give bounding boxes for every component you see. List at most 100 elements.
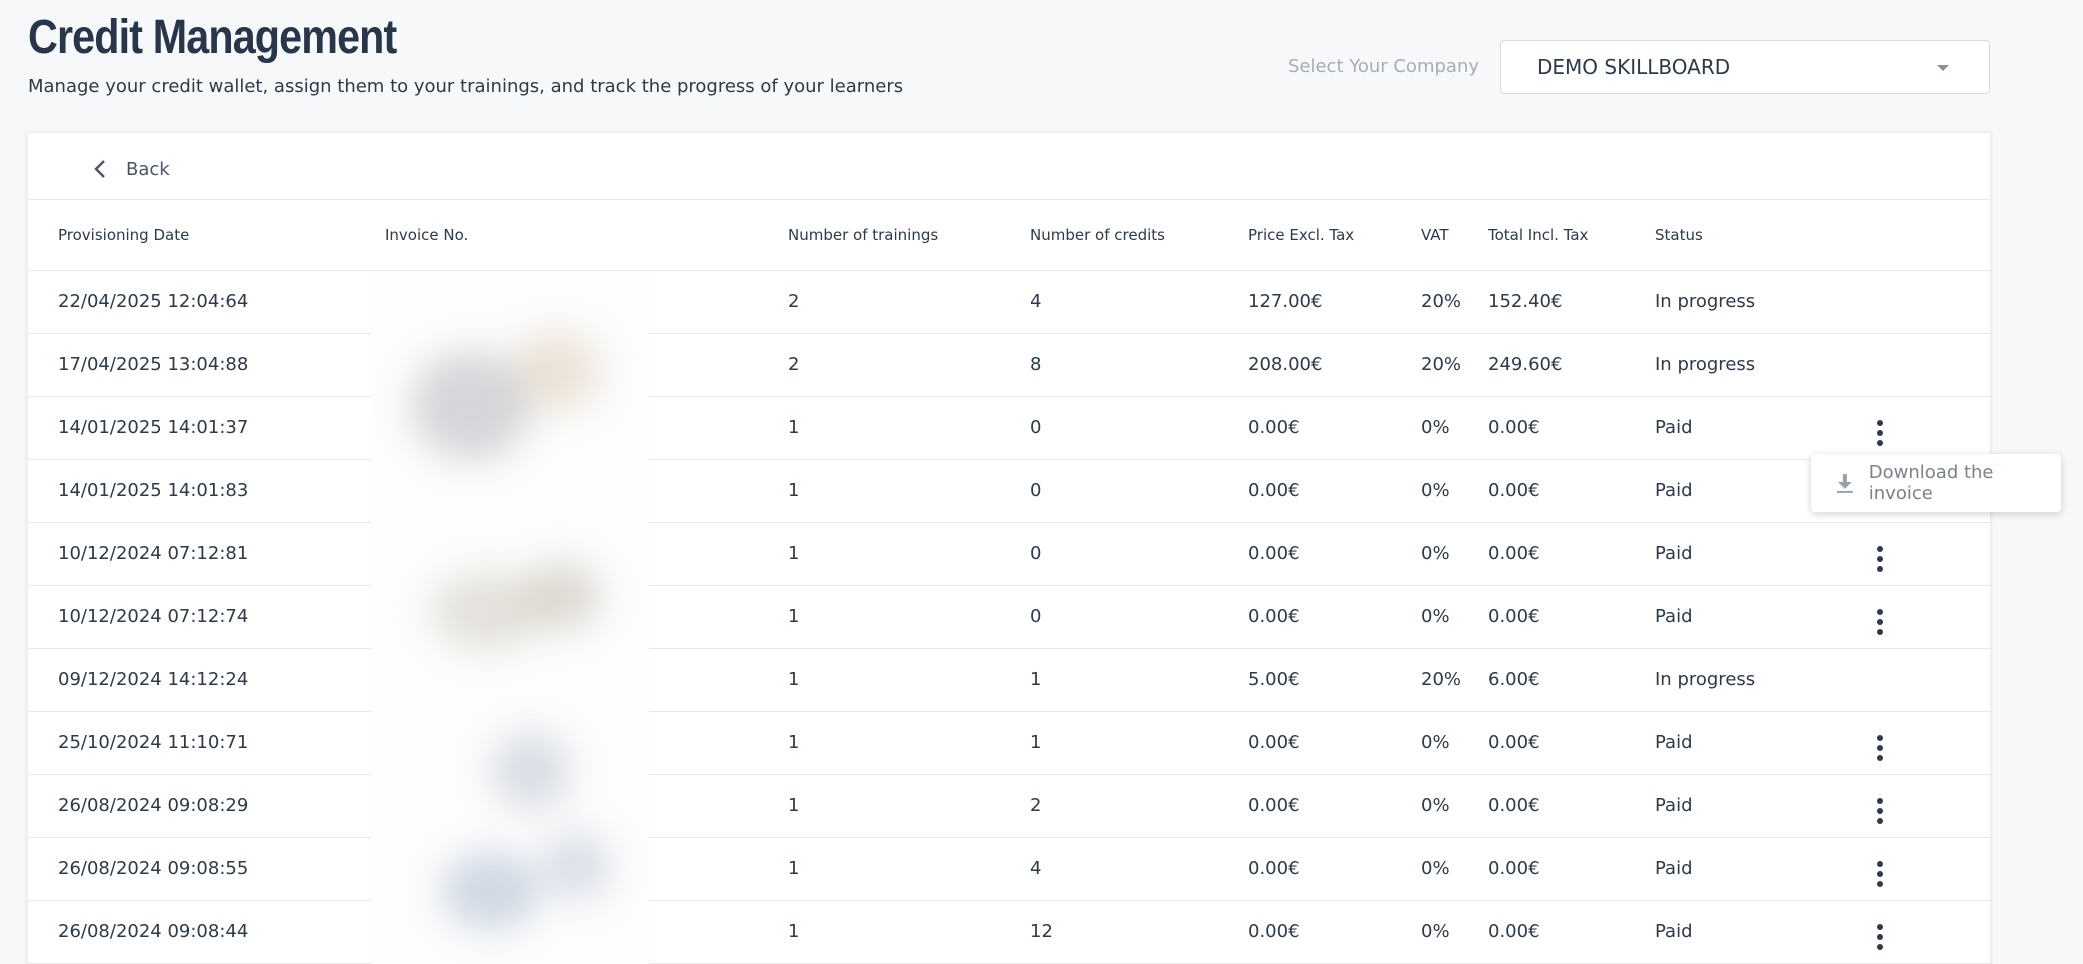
cell-actions xyxy=(1870,522,1992,586)
cell-total-incl-tax: 152.40€ xyxy=(1488,270,1655,334)
cell-trainings: 1 xyxy=(788,900,1030,964)
cell-price-excl-tax: 0.00€ xyxy=(1248,900,1421,964)
cell-actions xyxy=(1870,333,1992,397)
download-icon xyxy=(1836,474,1853,493)
more-actions-icon[interactable] xyxy=(1870,923,1890,950)
invoice-action-dropdown: Download the invoice xyxy=(1811,454,2061,512)
cell-status: Paid xyxy=(1655,837,1870,901)
cell-vat: 0% xyxy=(1421,459,1488,523)
cell-date: 10/12/2024 07:12:81 xyxy=(28,522,385,586)
cell-date: 22/04/2025 12:04:64 xyxy=(28,270,385,334)
col-provisioning-date[interactable]: Provisioning Date xyxy=(28,200,385,271)
cell-total-incl-tax: 6.00€ xyxy=(1488,648,1655,712)
table-header-row: Provisioning Date Invoice No. Number of … xyxy=(28,200,1992,271)
cell-trainings: 1 xyxy=(788,585,1030,649)
col-number-of-credits[interactable]: Number of credits xyxy=(1030,200,1248,271)
cell-status: Paid xyxy=(1655,711,1870,775)
table-row: 17/04/2025 13:04:88 2 8 208.00€ 20% 249.60€ In… xyxy=(28,333,1992,397)
more-actions-icon[interactable] xyxy=(1870,734,1890,761)
cell-status: Paid xyxy=(1655,522,1870,586)
cell-status: Paid xyxy=(1655,396,1870,460)
cell-actions xyxy=(1870,585,1992,649)
cell-price-excl-tax: 0.00€ xyxy=(1248,459,1421,523)
cell-vat: 0% xyxy=(1421,522,1488,586)
cell-credits: 0 xyxy=(1030,522,1248,586)
table-row: 09/12/2024 14:12:24 1 1 5.00€ 20% 6.00€ In pro… xyxy=(28,648,1992,712)
cell-trainings: 2 xyxy=(788,270,1030,334)
table-row: 25/10/2024 11:10:71 1 1 0.00€ 0% 0.00€ Paid xyxy=(28,711,1992,775)
table-row: 26/08/2024 09:08:44 1 12 0.00€ 0% 0.00€ Paid xyxy=(28,900,1992,964)
cell-actions xyxy=(1870,396,1992,460)
cell-vat: 20% xyxy=(1421,333,1488,397)
col-total-incl-tax[interactable]: Total Incl. Tax xyxy=(1488,200,1655,271)
cell-credits: 1 xyxy=(1030,648,1248,712)
cell-trainings: 1 xyxy=(788,837,1030,901)
blurred-invoice-numbers xyxy=(371,271,649,964)
cell-status: In progress xyxy=(1655,333,1870,397)
col-vat[interactable]: VAT xyxy=(1421,200,1488,271)
cell-price-excl-tax: 208.00€ xyxy=(1248,333,1421,397)
col-price-excl-tax[interactable]: Price Excl. Tax xyxy=(1248,200,1421,271)
cell-credits: 0 xyxy=(1030,396,1248,460)
cell-trainings: 1 xyxy=(788,648,1030,712)
credit-table: Provisioning Date Invoice No. Number of … xyxy=(28,200,1992,964)
cell-total-incl-tax: 0.00€ xyxy=(1488,522,1655,586)
cell-status: Paid xyxy=(1655,774,1870,838)
cell-status: In progress xyxy=(1655,270,1870,334)
cell-actions xyxy=(1870,270,1992,334)
cell-actions xyxy=(1870,648,1992,712)
cell-vat: 0% xyxy=(1421,837,1488,901)
cell-vat: 0% xyxy=(1421,774,1488,838)
cell-vat: 20% xyxy=(1421,648,1488,712)
cell-price-excl-tax: 0.00€ xyxy=(1248,774,1421,838)
company-select-value: DEMO SKILLBOARD xyxy=(1537,55,1731,79)
cell-total-incl-tax: 0.00€ xyxy=(1488,900,1655,964)
cell-trainings: 1 xyxy=(788,396,1030,460)
cell-trainings: 1 xyxy=(788,459,1030,523)
col-status[interactable]: Status xyxy=(1655,200,1870,271)
cell-actions xyxy=(1870,711,1992,775)
col-invoice-no[interactable]: Invoice No. xyxy=(385,200,788,271)
cell-total-incl-tax: 0.00€ xyxy=(1488,585,1655,649)
company-select-label: Select Your Company xyxy=(1287,56,1479,77)
back-button[interactable]: Back xyxy=(92,153,170,185)
more-actions-icon[interactable] xyxy=(1870,608,1890,635)
cell-date: 14/01/2025 14:01:37 xyxy=(28,396,385,460)
cell-trainings: 1 xyxy=(788,522,1030,586)
cell-vat: 0% xyxy=(1421,711,1488,775)
table-row: 10/12/2024 07:12:74 1 0 0.00€ 0% 0.00€ Paid xyxy=(28,585,1992,649)
more-actions-icon[interactable] xyxy=(1870,419,1890,446)
cell-date: 26/08/2024 09:08:29 xyxy=(28,774,385,838)
cell-price-excl-tax: 0.00€ xyxy=(1248,585,1421,649)
cell-vat: 0% xyxy=(1421,396,1488,460)
cell-actions xyxy=(1870,837,1992,901)
cell-total-incl-tax: 0.00€ xyxy=(1488,837,1655,901)
cell-total-incl-tax: 0.00€ xyxy=(1488,396,1655,460)
cell-status: Paid xyxy=(1655,585,1870,649)
cell-date: 25/10/2024 11:10:71 xyxy=(28,711,385,775)
more-actions-icon[interactable] xyxy=(1870,545,1890,572)
cell-date: 17/04/2025 13:04:88 xyxy=(28,333,385,397)
cell-date: 26/08/2024 09:08:55 xyxy=(28,837,385,901)
cell-trainings: 1 xyxy=(788,711,1030,775)
col-number-of-trainings[interactable]: Number of trainings xyxy=(788,200,1030,271)
cell-price-excl-tax: 0.00€ xyxy=(1248,396,1421,460)
col-actions xyxy=(1870,200,1992,271)
cell-actions xyxy=(1870,774,1992,838)
more-actions-icon[interactable] xyxy=(1870,797,1890,824)
cell-total-incl-tax: 249.60€ xyxy=(1488,333,1655,397)
cell-credits: 12 xyxy=(1030,900,1248,964)
cell-credits: 4 xyxy=(1030,270,1248,334)
chevron-left-icon xyxy=(94,160,105,178)
cell-date: 26/08/2024 09:08:44 xyxy=(28,900,385,964)
cell-credits: 2 xyxy=(1030,774,1248,838)
header-divider xyxy=(28,199,1990,200)
more-actions-icon[interactable] xyxy=(1870,860,1890,887)
table-row: 26/08/2024 09:08:55 1 4 0.00€ 0% 0.00€ Paid xyxy=(28,837,1992,901)
company-select[interactable]: DEMO SKILLBOARD xyxy=(1500,40,1990,94)
cell-total-incl-tax: 0.00€ xyxy=(1488,774,1655,838)
download-invoice-item[interactable]: Download the invoice xyxy=(1868,462,1994,504)
credit-card: Back Provisioning Date Invoice No. Numbe… xyxy=(27,132,1992,964)
caret-down-icon xyxy=(1937,65,1949,71)
cell-trainings: 1 xyxy=(788,774,1030,838)
